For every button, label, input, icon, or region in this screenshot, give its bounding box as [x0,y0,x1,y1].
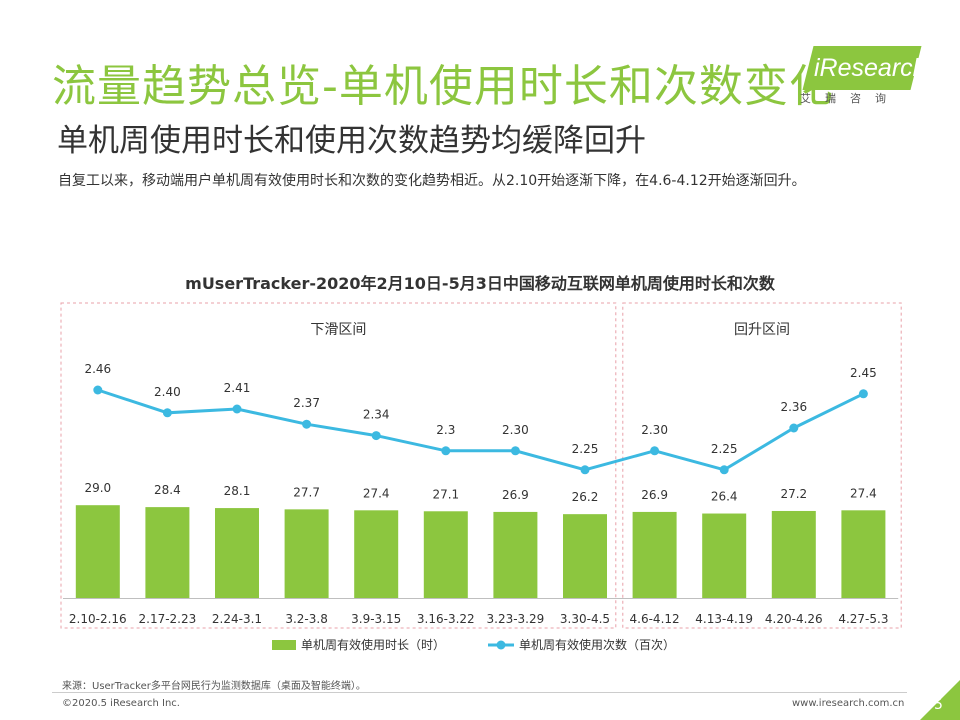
footer-divider [52,692,907,693]
x-tick-label: 2.17-2.23 [139,612,197,626]
region-box [622,302,902,629]
line-point [510,446,520,456]
x-tick-label: 3.2-3.8 [285,612,328,626]
region-box [60,302,617,629]
bar [493,511,538,598]
page-subtitle: 单机周使用时长和使用次数趋势均缓降回升 [57,123,646,159]
bar [423,511,468,598]
source-note: 来源：UserTracker多平台网民行为监测数据库（桌面及智能终端）。 [62,681,366,692]
series-line [97,388,865,472]
bar-data-label: 26.2 [572,490,599,504]
copyright: ©2020.5 iResearch Inc. [62,698,180,709]
line-data-label: 2.30 [641,423,668,437]
bar [771,510,816,598]
bar-data-label: 27.7 [293,485,320,499]
legend-swatch-bar [272,640,296,650]
x-tick-label: 2.10-2.16 [69,612,127,626]
line-point [232,404,242,414]
x-tick-label: 4.20-4.26 [765,612,823,626]
bar-data-label: 27.2 [780,487,807,501]
legend-label-bar: 单机周有效使用时长（时） [301,637,445,652]
line-data-label: 2.37 [293,396,320,410]
iresearch-logo: iResearch 艾瑞咨询 [800,46,927,110]
x-tick-label: 3.23-3.29 [487,612,545,626]
line-data-label: 2.45 [850,366,877,380]
bar-data-label: 27.4 [850,486,877,500]
page-title: 流量趋势总览-单机使用时长和次数变化 [52,61,834,112]
bar [75,505,120,598]
legend-label-line: 单机周有效使用次数（百次） [519,637,675,652]
line-point [858,389,868,399]
bar [632,511,677,598]
bar-data-label: 26.4 [711,490,738,504]
line-data-label: 2.36 [780,400,807,414]
line-data-label: 2.30 [502,423,529,437]
bar [563,514,607,598]
bar [215,508,259,598]
line-data-label: 2.3 [436,423,455,437]
line-data-label: 2.46 [84,362,111,376]
page-description: 自复工以来，移动端用户单机周有效使用时长和次数的变化趋势相近。从2.10开始逐渐… [58,173,806,189]
bar-data-label: 27.1 [432,487,459,501]
page-number: 5 [934,697,943,713]
page-corner-shape [920,680,960,720]
x-tick-label: 4.6-4.12 [630,612,680,626]
line-point [719,465,729,475]
x-tick-label: 3.16-3.22 [417,612,475,626]
line-point [650,446,660,456]
bar-data-label: 27.4 [363,486,390,500]
bar-data-label: 28.1 [224,484,251,498]
line-point [93,385,103,395]
line-point [580,465,590,475]
x-tick-label: 4.13-4.19 [695,612,753,626]
logo-text: iResearch [814,54,927,82]
line-point [302,419,312,429]
bar [354,510,399,598]
legend-swatch-point [496,640,506,650]
bar [841,510,886,598]
line-point [441,446,451,456]
x-tick-label: 4.27-5.3 [838,612,888,626]
line-point [371,431,381,441]
line-data-label: 2.34 [363,408,390,422]
chart-title: mUserTracker-2020年2月10日-5月3日中国移动互联网单机周使用… [185,274,775,293]
logo-chinese-name: 艾瑞咨询 [800,92,900,105]
bar-data-label: 26.9 [641,488,668,502]
bar-data-label: 28.4 [154,483,181,497]
region-label: 下滑区间 [310,321,366,338]
website-link[interactable]: www.iresearch.com.cn [792,698,905,709]
line-data-label: 2.25 [711,442,738,456]
line-point [789,423,799,433]
bar-data-label: 29.0 [84,481,111,495]
x-tick-label: 3.9-3.15 [351,612,401,626]
x-tick-label: 3.30-4.5 [560,612,610,626]
line-data-label: 2.25 [572,442,599,456]
region-label: 回升区间 [734,322,790,338]
line-data-label: 2.41 [224,381,251,395]
bar-data-label: 26.9 [502,488,529,502]
line-data-label: 2.40 [154,385,181,399]
bar [702,513,747,598]
bar [145,507,190,598]
bar [284,509,329,598]
line-point [162,408,172,418]
x-tick-label: 2.24-3.1 [212,612,262,626]
